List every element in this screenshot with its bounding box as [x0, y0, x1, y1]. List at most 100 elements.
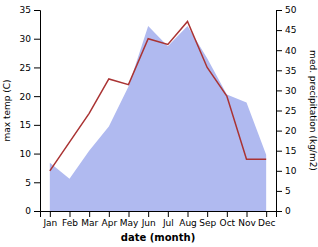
- tick: 30: [276, 86, 297, 96]
- tick-mark: [276, 70, 282, 71]
- tick-label: Mar: [81, 218, 98, 228]
- axis-line: [34, 11, 41, 212]
- tick: 0: [25, 206, 40, 216]
- tick-mark: [188, 211, 189, 217]
- tick: 5: [276, 186, 291, 196]
- axis-line: [277, 11, 283, 212]
- tick-mark: [227, 211, 228, 217]
- tick: 10: [20, 149, 40, 159]
- tick-mark: [34, 10, 40, 11]
- axis-line: [41, 212, 277, 218]
- tick-label: 0: [25, 206, 31, 216]
- tick-mark: [276, 191, 282, 192]
- tick: Oct: [220, 211, 236, 228]
- tick: 20: [20, 92, 40, 102]
- tick-label: 30: [285, 86, 297, 96]
- tick: Nov: [238, 211, 256, 228]
- tick: Jun: [141, 211, 156, 228]
- tick-label: May: [120, 218, 139, 228]
- chart: Jan FebMar AprMayJun Jul AugSep OctNovDec 0 5 10…: [0, 0, 318, 247]
- tick-label: Aug: [179, 218, 197, 228]
- tick: 5: [25, 178, 40, 188]
- tick-mark: [34, 96, 40, 97]
- tick: Mar: [81, 211, 98, 228]
- tick-mark: [34, 39, 40, 40]
- tick-label: Feb: [62, 218, 78, 228]
- tick-label: 20: [20, 92, 32, 102]
- tick: 0: [276, 206, 291, 216]
- tick-mark: [276, 211, 282, 212]
- tick: 10: [276, 166, 297, 176]
- tick-label: 15: [20, 120, 31, 130]
- tick: 40: [276, 46, 297, 56]
- tick-mark: [276, 10, 282, 11]
- tick: Jan: [42, 211, 57, 228]
- tick-mark: [266, 211, 267, 217]
- tick: 35: [20, 5, 40, 15]
- tick: 15: [20, 120, 40, 130]
- tick: Jul: [162, 211, 174, 228]
- tick-mark: [276, 131, 282, 132]
- tick: 35: [276, 66, 296, 76]
- tick: 15: [276, 146, 296, 156]
- tick-label: 30: [20, 34, 32, 44]
- y-axis-title: max temp (C): [2, 79, 12, 141]
- x-axis: Jan FebMar AprMayJun Jul AugSep OctNovDec: [41, 211, 277, 228]
- y2-axis: 0 5 10 15 20 25 30 35 40 45 50: [276, 5, 297, 216]
- tick-mark: [89, 211, 90, 217]
- tick-mark: [148, 211, 149, 217]
- tick-mark: [276, 171, 282, 172]
- tick-label: Dec: [258, 218, 275, 228]
- tick-label: 35: [20, 5, 31, 15]
- tick-mark: [34, 125, 40, 126]
- tick: May: [120, 211, 139, 228]
- tick-label: Jul: [162, 218, 174, 228]
- tick-label: Apr: [102, 218, 118, 228]
- tick: 25: [20, 63, 40, 73]
- tick: Dec: [258, 211, 275, 228]
- tick-mark: [207, 211, 208, 217]
- tick-mark: [276, 30, 282, 31]
- tick-label: 40: [285, 46, 297, 56]
- tick-label: 35: [285, 66, 296, 76]
- tick-label: 25: [285, 106, 296, 116]
- y2-axis-title: med. precipitation (kg/m2): [308, 50, 318, 171]
- tick-mark: [129, 211, 130, 217]
- tick-mark: [34, 182, 40, 183]
- tick: Apr: [102, 211, 118, 228]
- tick-label: Nov: [238, 218, 256, 228]
- tick-mark: [34, 211, 40, 212]
- tick-label: 25: [20, 63, 31, 73]
- x-axis-title: date (month): [121, 232, 195, 243]
- plot-area: [50, 21, 266, 211]
- tick-label: 5: [25, 178, 31, 188]
- tick-label: Sep: [199, 218, 216, 228]
- tick: Feb: [62, 211, 78, 228]
- tick-mark: [276, 90, 282, 91]
- tick-label: 0: [285, 206, 291, 216]
- tick-label: Jan: [42, 218, 57, 228]
- tick-label: 20: [285, 126, 297, 136]
- tick-mark: [34, 67, 40, 68]
- tick-mark: [276, 111, 282, 112]
- tick: 20: [276, 126, 297, 136]
- tick-mark: [109, 211, 110, 217]
- y-axis: 0 5 10 15 20 25 30 35: [20, 5, 41, 216]
- tick-mark: [70, 211, 71, 217]
- tick: 30: [20, 34, 40, 44]
- tick-mark: [276, 151, 282, 152]
- tick-label: Jun: [141, 218, 156, 228]
- tick-label: 50: [285, 5, 297, 15]
- tick: 45: [276, 25, 296, 35]
- tick-mark: [50, 211, 51, 217]
- tick: Aug: [179, 211, 197, 228]
- tick-mark: [276, 50, 282, 51]
- tick-label: 5: [285, 186, 291, 196]
- tick-mark: [34, 154, 40, 155]
- tick: 25: [276, 106, 296, 116]
- tick-label: Oct: [220, 218, 236, 228]
- tick: 50: [276, 5, 297, 15]
- line: [50, 21, 266, 170]
- tick-label: 45: [285, 25, 296, 35]
- tick-label: 10: [285, 166, 297, 176]
